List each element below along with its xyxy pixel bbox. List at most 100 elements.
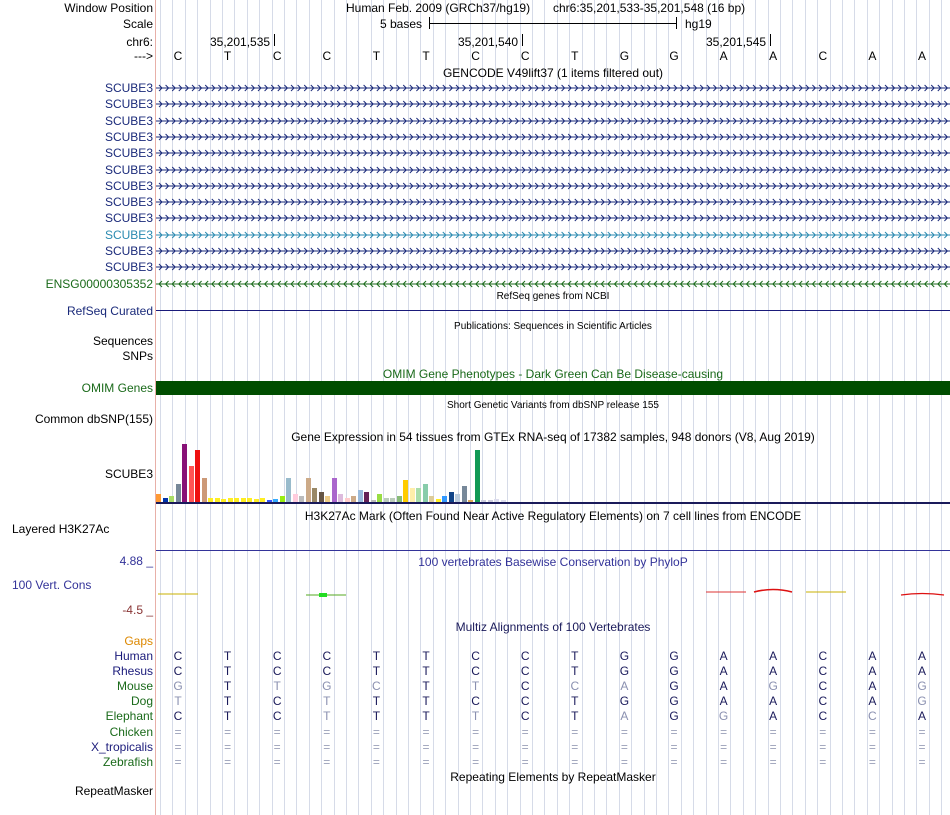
omim-feature-bar[interactable] [156, 381, 950, 395]
gtex-tissue-bar[interactable] [370, 500, 376, 502]
gtex-tissue-bar[interactable] [227, 498, 233, 502]
gene-label[interactable]: SCUBE3 [104, 244, 153, 258]
gtex-tissue-bar[interactable] [474, 450, 480, 502]
gtex-tissue-bar[interactable] [247, 498, 253, 502]
gtex-tissue-bar[interactable] [481, 500, 487, 502]
gtex-tissue-bar[interactable] [292, 494, 298, 502]
gtex-tissue-bar[interactable] [448, 492, 454, 502]
gene-label[interactable]: ENSG00000305352 [45, 276, 153, 291]
gtex-tissue-bar[interactable] [325, 496, 331, 502]
gtex-tissue-bar[interactable] [162, 498, 168, 502]
species-label[interactable]: Zebrafish [102, 754, 153, 769]
gtex-tissue-bar[interactable] [260, 498, 266, 502]
gene-transcript-line[interactable] [156, 147, 950, 159]
gtex-tissue-bar[interactable] [338, 494, 344, 502]
sequences-label[interactable]: Sequences [92, 334, 153, 348]
gtex-tissue-bar[interactable] [253, 499, 259, 502]
gene-label[interactable]: SCUBE3 [104, 129, 153, 144]
gtex-tissue-bar[interactable] [364, 492, 370, 502]
gtex-tissue-bar[interactable] [169, 496, 175, 502]
gene-transcript-line[interactable] [156, 180, 950, 192]
gtex-tissue-bar[interactable] [214, 498, 220, 502]
phylop-signal[interactable] [156, 585, 950, 601]
gene-label[interactable]: SCUBE3 [104, 260, 153, 275]
gtex-tissue-bar[interactable] [455, 494, 461, 502]
gene-transcript-line[interactable] [156, 196, 950, 208]
gtex-tissue-bar[interactable] [156, 494, 162, 502]
track-display-area[interactable]: Human Feb. 2009 (GRCh37/hg19) chr6:35,20… [156, 0, 950, 815]
gtex-tissue-bar[interactable] [312, 488, 318, 502]
gtex-tissue-bar[interactable] [357, 490, 363, 502]
gene-label[interactable]: SCUBE3 [104, 227, 153, 242]
repeatmasker-label[interactable]: RepeatMasker [74, 784, 153, 798]
gtex-tissue-bar[interactable] [416, 488, 422, 502]
gtex-tissue-bar[interactable] [234, 498, 240, 502]
gtex-tissue-bar[interactable] [435, 499, 441, 502]
gtex-tissue-bar[interactable] [461, 486, 467, 502]
gtex-tissue-bar[interactable] [383, 498, 389, 502]
gtex-tissue-bar[interactable] [188, 466, 194, 502]
gtex-tissue-bar[interactable] [351, 496, 357, 502]
gene-label[interactable]: SCUBE3 [104, 162, 153, 177]
snps-label[interactable]: SNPs [122, 349, 153, 363]
species-label[interactable]: X_tropicalis [90, 739, 153, 754]
species-label[interactable]: Human [114, 649, 153, 663]
gtex-tissue-bar[interactable] [182, 444, 188, 502]
gtex-tissue-bar[interactable] [331, 478, 337, 502]
gtex-tissue-bar[interactable] [396, 496, 402, 502]
gene-label[interactable]: SCUBE3 [104, 195, 153, 210]
gene-transcript-line[interactable] [156, 115, 950, 127]
gtex-tissue-bar[interactable] [390, 498, 396, 502]
gene-label[interactable]: SCUBE3 [104, 146, 153, 161]
gene-transcript-line[interactable] [156, 131, 950, 143]
gtex-tissue-bar[interactable] [273, 499, 279, 502]
gtex-tissue-bar[interactable] [305, 478, 311, 502]
refseq-line[interactable] [156, 310, 950, 311]
gtex-tissue-bar[interactable] [409, 488, 415, 502]
gtex-tissue-bar[interactable] [377, 494, 383, 502]
gene-transcript-line[interactable] [156, 278, 950, 290]
omim-label[interactable]: OMIM Genes [81, 381, 153, 395]
gtex-tissue-bar[interactable] [201, 478, 207, 502]
gtex-tissue-bar[interactable] [240, 498, 246, 502]
gene-label[interactable]: SCUBE3 [104, 113, 153, 128]
gene-label[interactable]: SCUBE3 [104, 81, 153, 95]
gtex-tissue-bar[interactable] [221, 499, 227, 502]
species-label[interactable]: Dog [130, 694, 153, 709]
gtex-tissue-bar[interactable] [468, 500, 474, 502]
gene-transcript-line[interactable] [156, 164, 950, 176]
h3k27ac-line[interactable] [156, 550, 950, 551]
gtex-tissue-bar[interactable] [422, 484, 428, 502]
gene-transcript-line[interactable] [156, 212, 950, 224]
phylop-label[interactable]: 100 Vert. Cons [12, 578, 92, 592]
gtex-tissue-bar[interactable] [494, 499, 500, 502]
gtex-tissue-bar[interactable] [318, 492, 324, 502]
gtex-tissue-bar[interactable] [442, 496, 448, 502]
gtex-tissue-bar[interactable] [403, 480, 409, 502]
species-label[interactable]: Elephant [105, 709, 153, 724]
gtex-tissue-bar[interactable] [208, 498, 214, 502]
species-label[interactable]: Chicken [109, 724, 153, 739]
gtex-tissue-bar[interactable] [299, 496, 305, 502]
gtex-tissue-bar[interactable] [429, 496, 435, 502]
gtex-tissue-bar[interactable] [175, 484, 181, 502]
gene-transcript-line[interactable] [156, 82, 950, 94]
species-label[interactable]: Mouse [116, 679, 153, 694]
h3k27ac-label[interactable]: Layered H3K27Ac [12, 522, 110, 536]
gene-label[interactable]: SCUBE3 [104, 178, 153, 193]
gene-transcript-line[interactable] [156, 98, 950, 110]
gene-transcript-line[interactable] [156, 229, 950, 241]
gtex-gene-label[interactable]: SCUBE3 [104, 467, 153, 481]
gtex-tissue-bar[interactable] [286, 478, 292, 502]
gtex-tissue-bar[interactable] [266, 500, 272, 502]
gtex-tissue-bar[interactable] [344, 498, 350, 502]
gene-label[interactable]: SCUBE3 [104, 97, 153, 112]
gene-transcript-line[interactable] [156, 245, 950, 257]
gtex-tissue-bar[interactable] [500, 500, 506, 502]
refseq-label[interactable]: RefSeq Curated [66, 304, 153, 318]
gtex-tissue-bar[interactable] [195, 450, 201, 502]
species-label[interactable]: Rhesus [112, 664, 153, 679]
gene-transcript-line[interactable] [156, 261, 950, 273]
gtex-tissue-bar[interactable] [487, 500, 493, 502]
